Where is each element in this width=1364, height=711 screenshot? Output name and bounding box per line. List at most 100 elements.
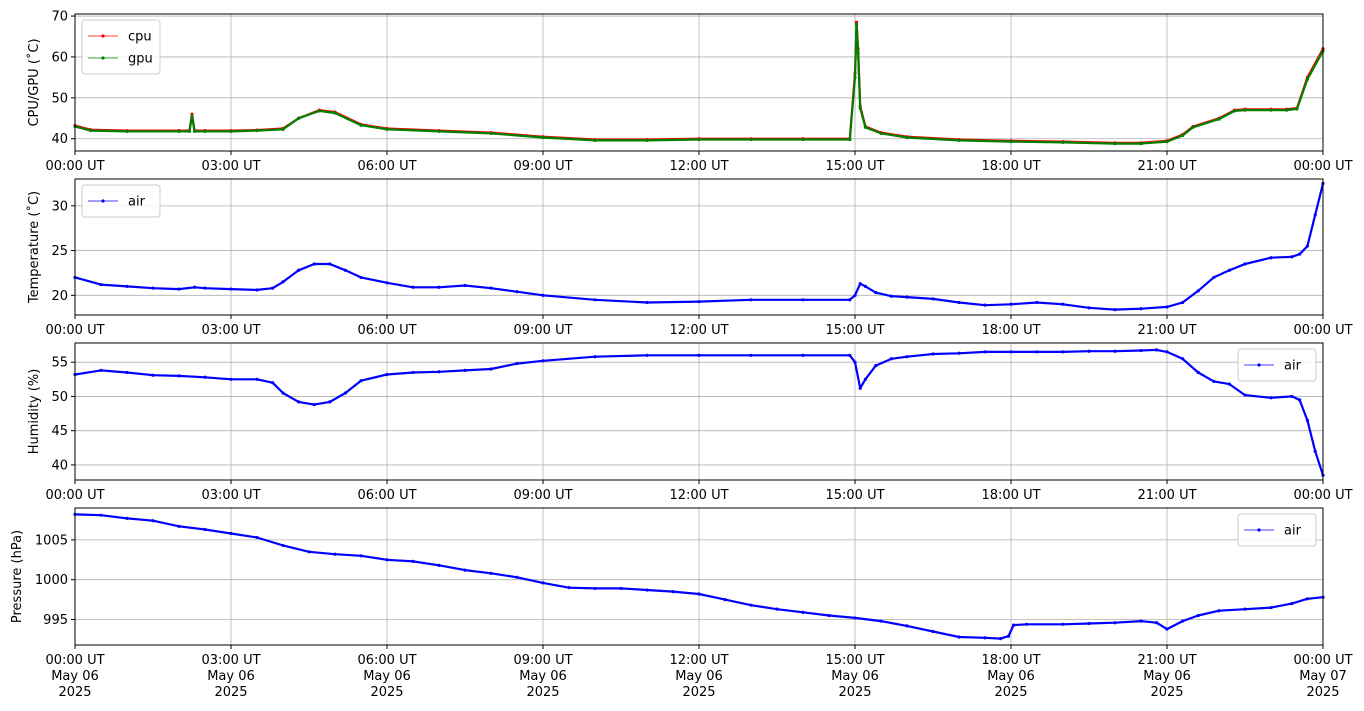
- data-point-air: [328, 262, 332, 266]
- data-point-air: [515, 290, 519, 294]
- data-point-gpu: [203, 129, 207, 133]
- x-tick-label: 09:00 UT: [513, 488, 572, 503]
- data-point-air: [931, 352, 935, 356]
- data-point-gpu: [1181, 133, 1185, 138]
- data-point-gpu: [957, 138, 961, 142]
- data-point-air: [697, 299, 701, 304]
- data-point-air: [463, 283, 467, 288]
- x-tick-label: 09:00 UT: [513, 159, 572, 174]
- x-tick-year-label: 2025: [1306, 685, 1339, 700]
- legend-entry-gpu: gpu: [128, 52, 153, 67]
- x-tick-label: 00:00 UT: [1293, 653, 1352, 668]
- x-tick-year-label: 2025: [526, 685, 559, 700]
- x-tick-year-label: 2025: [1150, 685, 1183, 700]
- data-point-air: [463, 568, 467, 572]
- data-point-air: [749, 603, 753, 607]
- x-tick-label: 21:00 UT: [1137, 323, 1196, 338]
- x-tick-label: 12:00 UT: [669, 488, 728, 503]
- data-point-air: [957, 635, 961, 639]
- y-tick-label: 50: [51, 91, 68, 106]
- data-point-air: [359, 275, 363, 280]
- data-point-air: [1087, 306, 1091, 310]
- data-point-air: [411, 285, 415, 289]
- legend-swatch-marker: [101, 34, 105, 38]
- data-point-air: [1139, 619, 1143, 623]
- data-point-air: [177, 374, 181, 378]
- data-point-air: [775, 607, 779, 611]
- data-point-air: [889, 294, 894, 298]
- data-point-air: [229, 287, 233, 291]
- data-point-air: [1139, 307, 1143, 311]
- series-line-air: [74, 183, 1325, 311]
- data-point-gpu: [879, 131, 883, 136]
- data-point-air: [1313, 213, 1317, 217]
- y-axis-label: CPU/GPU (˚C): [26, 38, 42, 126]
- data-point-air: [957, 351, 961, 355]
- data-point-air: [983, 350, 987, 354]
- data-point-air: [281, 543, 285, 548]
- data-point-gpu: [1191, 125, 1195, 129]
- x-tick-year-label: 2025: [214, 685, 247, 700]
- x-tick-label: 03:00 UT: [201, 488, 260, 503]
- data-point-gpu: [229, 129, 233, 133]
- y-tick-label: 55: [51, 356, 68, 371]
- x-tick-label: 09:00 UT: [513, 653, 572, 668]
- x-tick-label: 00:00 UT: [45, 323, 104, 338]
- data-point-air: [1290, 255, 1294, 259]
- data-point-gpu: [697, 137, 701, 142]
- data-point-gpu: [1009, 139, 1013, 144]
- data-point-air: [1269, 256, 1273, 260]
- data-point-air: [983, 303, 987, 307]
- data-point-gpu: [177, 129, 181, 133]
- data-point-air: [1243, 393, 1247, 397]
- data-point-air: [151, 286, 155, 290]
- y-tick-label: 1000: [35, 573, 68, 588]
- data-point-air: [1009, 350, 1013, 354]
- data-point-air: [1139, 348, 1143, 353]
- data-point-air: [271, 381, 275, 385]
- x-tick-date-label: May 06: [987, 669, 1035, 684]
- data-point-air: [1227, 268, 1231, 272]
- data-point-air: [931, 629, 935, 634]
- data-point-gpu: [333, 111, 337, 115]
- x-tick-date-label: May 06: [207, 669, 255, 684]
- data-point-air: [437, 563, 441, 567]
- y-tick-label: 60: [51, 50, 68, 65]
- data-point-air: [1035, 350, 1039, 354]
- data-point-air: [1165, 305, 1169, 309]
- legend-box: [1237, 348, 1317, 382]
- data-point-air: [1212, 275, 1216, 280]
- data-point-gpu: [645, 138, 649, 142]
- data-point-gpu: [193, 129, 197, 133]
- data-point-air: [874, 364, 878, 368]
- x-tick-label: 00:00 UT: [45, 488, 104, 503]
- data-point-air: [1181, 357, 1185, 361]
- data-point-air: [437, 370, 441, 374]
- data-point-air: [619, 586, 623, 591]
- x-tick-label: 00:00 UT: [45, 159, 104, 174]
- data-point-air: [1212, 379, 1216, 383]
- panel-2: 20 25 30 00:00 UT 03:00 UT 06:00 UT 09:00 UT 12…: [26, 178, 1353, 338]
- y-axis-label: Temperature (˚C): [26, 191, 42, 304]
- data-point-air: [385, 281, 389, 285]
- data-point-air: [1196, 613, 1200, 618]
- data-point-air: [1243, 607, 1247, 611]
- x-tick-year-label: 2025: [58, 685, 91, 700]
- data-point-air: [645, 588, 649, 592]
- x-tick-label: 18:00 UT: [981, 159, 1040, 174]
- data-point-gpu: [255, 128, 259, 133]
- x-tick-label: 12:00 UT: [669, 653, 728, 668]
- data-point-air: [1006, 634, 1011, 638]
- data-point-air: [1181, 300, 1185, 305]
- data-point-air: [1196, 370, 1200, 375]
- series-air: [73, 512, 1325, 641]
- x-tick-date-label: May 06: [831, 669, 879, 684]
- data-point-air: [489, 286, 493, 290]
- x-tick-label: 21:00 UT: [1137, 653, 1196, 668]
- data-point-air: [1087, 621, 1091, 626]
- x-tick-year-label: 2025: [838, 685, 871, 700]
- legend: air: [1237, 348, 1317, 382]
- series-air: [73, 181, 1325, 312]
- x-tick-label: 12:00 UT: [669, 323, 728, 338]
